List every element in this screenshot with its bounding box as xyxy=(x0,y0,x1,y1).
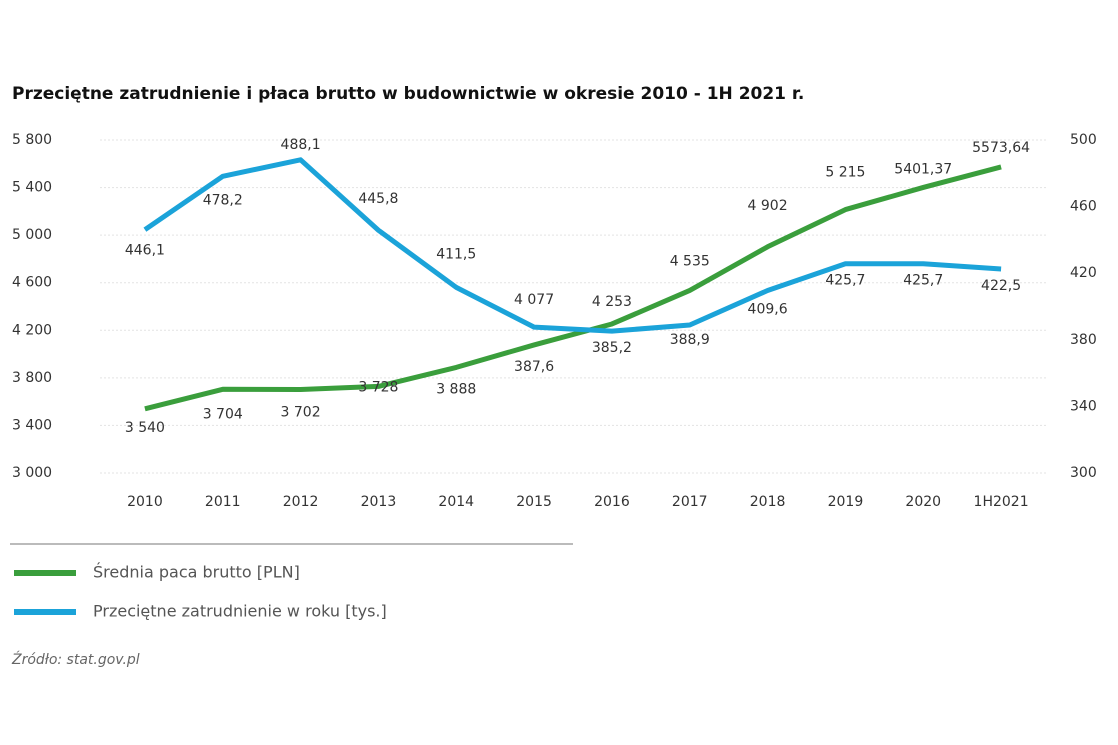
data-label: 3 702 xyxy=(281,405,321,421)
data-label: 3 704 xyxy=(203,406,243,422)
data-label: 5573,64 xyxy=(972,140,1030,156)
series-line xyxy=(143,157,1002,334)
y2-tick-label: 340 xyxy=(1070,398,1097,414)
y-tick-label: 3 800 xyxy=(12,370,52,386)
y2-tick-label: 500 xyxy=(1070,132,1097,148)
y-tick-label: 3 000 xyxy=(12,465,52,481)
data-label: 425,7 xyxy=(825,273,865,289)
data-label: 422,5 xyxy=(981,278,1021,294)
y-tick-label: 4 200 xyxy=(12,322,52,338)
series-line xyxy=(144,164,1002,412)
x-tick-label: 2019 xyxy=(828,494,864,510)
y-tick-label: 4 600 xyxy=(12,275,52,291)
data-label: 4 253 xyxy=(592,294,632,310)
y2-tick-label: 380 xyxy=(1070,332,1097,348)
source: Źródło: stat.gov.pl xyxy=(11,650,140,668)
x-tick-label: 2017 xyxy=(672,494,708,510)
x-tick-label: 2018 xyxy=(750,494,786,510)
x-tick-label: 2011 xyxy=(205,494,241,510)
data-label: 5 215 xyxy=(825,165,865,181)
data-label: 4 077 xyxy=(514,292,554,308)
y2-tick-label: 300 xyxy=(1070,465,1097,481)
y2-tick-label: 420 xyxy=(1070,265,1097,281)
legend-label: Średnia paca brutto [PLN] xyxy=(93,563,300,582)
x-tick-label: 2010 xyxy=(127,494,163,510)
x-tick-label: 2012 xyxy=(283,494,319,510)
y-tick-label: 5 000 xyxy=(12,227,52,243)
data-label: 425,7 xyxy=(903,273,943,289)
chart-title: Przeciętne zatrudnienie i płaca brutto w… xyxy=(12,84,804,104)
data-label: 3 728 xyxy=(358,379,398,395)
x-tick-label: 1H2021 xyxy=(974,494,1029,510)
legend-label: Przeciętne zatrudnienie w roku [tys.] xyxy=(93,602,387,621)
data-label: 446,1 xyxy=(125,243,165,259)
x-tick-label: 2016 xyxy=(594,494,630,510)
data-label: 388,9 xyxy=(670,332,710,348)
y-tick-label: 5 400 xyxy=(12,180,52,196)
y-tick-label: 5 800 xyxy=(12,132,52,148)
x-tick-label: 2015 xyxy=(516,494,552,510)
data-label: 409,6 xyxy=(748,302,788,318)
x-tick-label: 2013 xyxy=(361,494,397,510)
data-label: 385,2 xyxy=(592,340,632,356)
data-label: 3 888 xyxy=(436,381,476,397)
data-label: 5401,37 xyxy=(894,161,952,177)
y2-tick-label: 460 xyxy=(1070,199,1097,215)
data-label: 488,1 xyxy=(281,137,321,153)
y-tick-label: 3 400 xyxy=(12,417,52,433)
x-tick-label: 2020 xyxy=(905,494,941,510)
data-label: 411,5 xyxy=(436,246,476,262)
data-label: 478,2 xyxy=(203,192,243,208)
data-label: 4 535 xyxy=(670,253,710,269)
x-tick-label: 2014 xyxy=(438,494,474,510)
data-label: 3 540 xyxy=(125,420,165,436)
data-label: 445,8 xyxy=(358,191,398,207)
data-label: 4 902 xyxy=(748,198,788,214)
data-label: 387,6 xyxy=(514,359,554,375)
